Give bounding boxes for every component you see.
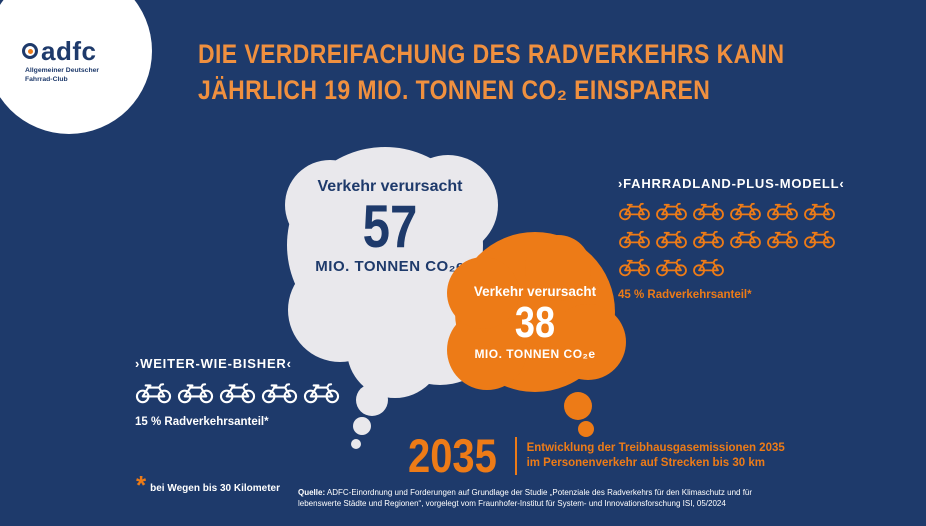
adfc-logo-badge: adfc Allgemeiner Deutscher Fahrrad-Club [0, 0, 152, 134]
bicycle-icon [766, 200, 799, 221]
gray-bubble-text: Verkehr verursacht 57 MIO. TONNEN CO₂e [280, 178, 500, 275]
year-desc-line1: Entwicklung der Treibhausgasemissionen 2… [526, 441, 785, 454]
headline-line2: JÄHRLICH 19 MIO. TONNEN CO₂ EINSPAREN [198, 75, 711, 105]
bicycle-icon [729, 200, 762, 221]
bicycle-icon [261, 380, 298, 404]
adfc-wheel-icon [22, 43, 38, 59]
bicycle-icon [803, 200, 836, 221]
adfc-subtitle-line1: Allgemeiner Deutscher [25, 67, 100, 74]
year-callout: 2035 Entwicklung der Treibhausgasemissio… [408, 432, 785, 479]
gray-cloud-tail-dot [351, 439, 361, 449]
bicycle-icon [655, 228, 688, 249]
scenario-right-title: ›FAHRRADLAND-PLUS-MODELL‹ [618, 176, 845, 191]
orange-cloud-shape [447, 257, 519, 329]
source-label: Quelle: [298, 488, 326, 497]
gray-cloud-tail-dot [356, 384, 388, 416]
orange-cloud-shape [550, 304, 626, 380]
bicycle-icon [618, 200, 651, 221]
vertical-divider [514, 436, 517, 475]
bicycle-icon [692, 228, 725, 249]
bicycle-icon [692, 200, 725, 221]
scenario-fahrradland-plus: ›FAHRRADLAND-PLUS-MODELL‹ 45 % Radverkeh… [618, 176, 850, 301]
bike-grid-orange [618, 200, 850, 284]
gray-bubble-label: Verkehr verursacht [317, 178, 463, 195]
orange-bubble-label: Verkehr verursacht [473, 284, 597, 299]
adfc-logo: adfc Allgemeiner Deutscher Fahrrad-Club [22, 38, 126, 84]
bicycle-icon [655, 256, 688, 277]
orange-bubble-value: 38 [514, 298, 556, 347]
bicycle-icon [135, 380, 172, 404]
year-desc-line2: im Personenverkehr auf Strecken bis 30 k… [526, 456, 765, 469]
orange-cloud-tail-dot [578, 421, 594, 437]
bicycle-icon [618, 256, 651, 277]
scenario-weiter-wie-bisher: ›WEITER-WIE-BISHER‹ 15 % Radverkehrsante… [135, 356, 365, 428]
adfc-logo-text: adfc [41, 36, 97, 66]
source-line1-text: ADFC-Einordnung und Forderungen auf Grun… [326, 488, 753, 497]
bicycle-icon [692, 256, 725, 277]
orange-bubble-text: Verkehr verursacht 38 MIO. TONNEN CO₂e [445, 284, 625, 361]
year-description: Entwicklung der Treibhausgasemissionen 2… [527, 441, 785, 471]
gray-cloud-shape [347, 302, 443, 398]
bicycle-icon [803, 228, 836, 249]
orange-bubble-unit: MIO. TONNEN CO₂e [474, 347, 596, 361]
adfc-subtitle-line2: Fahrrad-Club [25, 75, 68, 83]
gray-cloud-shape [285, 160, 375, 250]
footnote-text: bei Wegen bis 30 Kilometer [150, 483, 280, 494]
orange-cloud-shape [525, 235, 591, 301]
wheel-hub-dot [27, 48, 33, 54]
bike-grid-white [135, 380, 365, 410]
gray-cloud-tail-dot [353, 417, 371, 435]
scenario-right-share: 45 % Radverkehrsanteil* [618, 289, 752, 301]
bicycle-icon [729, 228, 762, 249]
bicycle-icon [618, 228, 651, 249]
bicycle-icon [766, 228, 799, 249]
bicycle-icon [219, 380, 256, 404]
year-2035: 2035 [408, 429, 497, 482]
bicycle-icon [303, 380, 340, 404]
headline: DIE VERDREIFACHUNG DES RADVERKEHRS KANN … [198, 36, 785, 108]
headline-line1: DIE VERDREIFACHUNG DES RADVERKEHRS KANN [198, 39, 785, 69]
source-line1: Quelle: ADFC-Einordnung und Forderungen … [298, 488, 752, 499]
orange-cloud-tail-dot [564, 392, 592, 420]
source-line2: lebenswerte Städte und Regionen“, vorgel… [298, 498, 726, 508]
asterisk-mark: * [136, 470, 147, 500]
footnote: * bei Wegen bis 30 Kilometer [136, 470, 280, 500]
bicycle-icon [655, 200, 688, 221]
gray-bubble-value: 57 [362, 193, 418, 260]
scenario-left-share: 15 % Radverkehrsanteil* [135, 416, 269, 428]
bicycle-icon [177, 380, 214, 404]
source-note: Quelle: ADFC-Einordnung und Forderungen … [298, 488, 752, 509]
gray-bubble-unit: MIO. TONNEN CO₂e [315, 258, 465, 275]
adfc-logo-subtitle: Allgemeiner Deutscher Fahrrad-Club [22, 67, 126, 84]
gray-cloud-shape [398, 155, 498, 255]
scenario-left-title: ›WEITER-WIE-BISHER‹ [135, 356, 292, 371]
